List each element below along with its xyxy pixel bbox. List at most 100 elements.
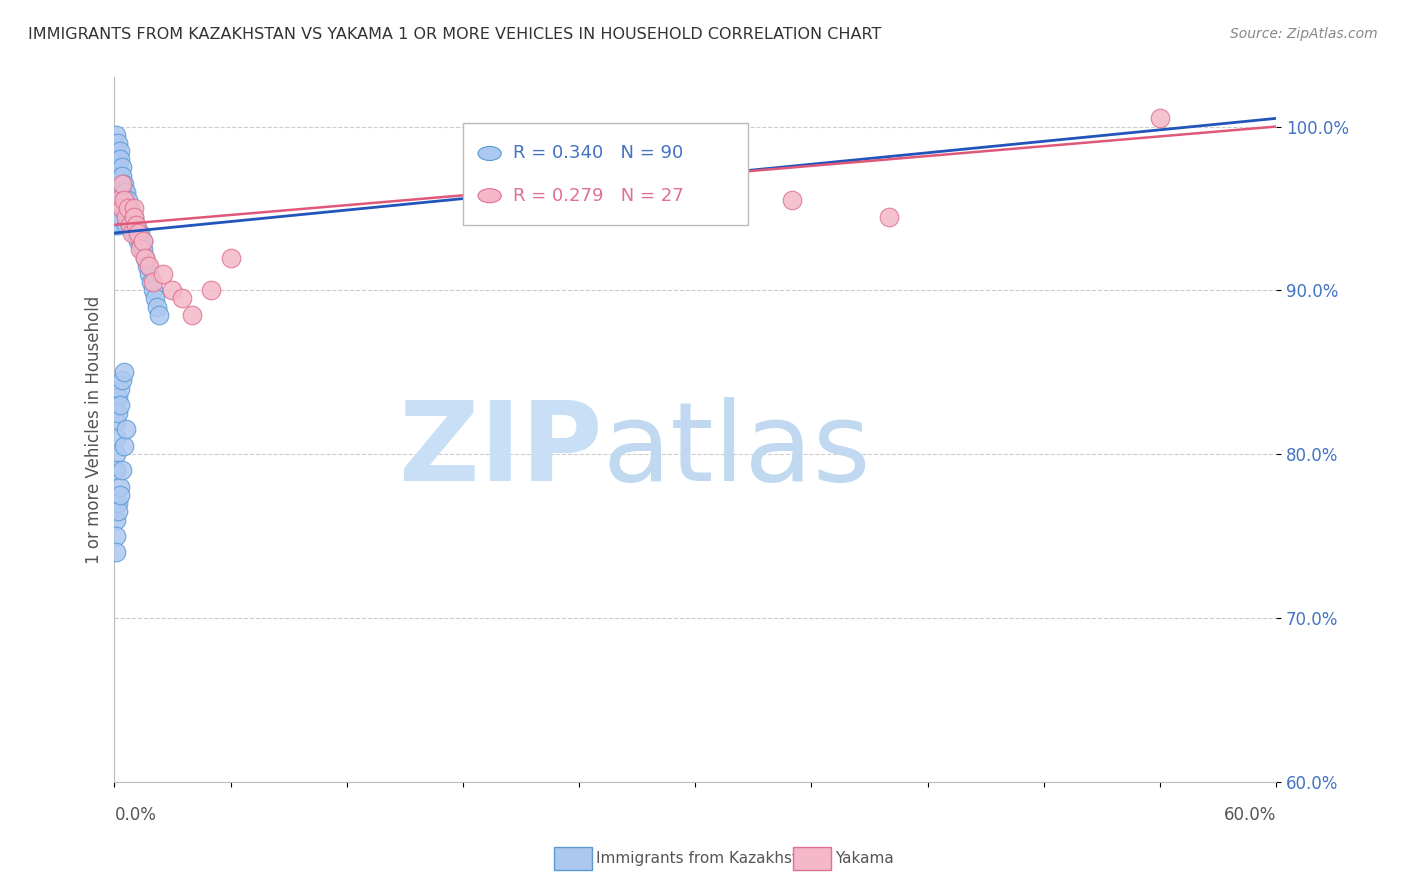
Point [117,202,139,216]
Text: atlas: atlas [602,397,870,504]
Point [112,365,135,379]
Point [115,210,138,224]
Point [118,202,141,216]
Point [105,202,128,216]
Circle shape [478,189,502,202]
Point [111,185,134,199]
Point [105,144,128,158]
Point [112,185,135,199]
Point [780,193,803,207]
Point [112,177,135,191]
Point [122,226,145,240]
Point [107,185,129,199]
Point [110,169,132,183]
Point [127,234,149,248]
Point [1149,112,1171,126]
Text: IMMIGRANTS FROM KAZAKHSTAN VS YAKAMA 1 OR MORE VEHICLES IN HOUSEHOLD CORRELATION: IMMIGRANTS FROM KAZAKHSTAN VS YAKAMA 1 O… [28,27,882,42]
Point [107,406,129,420]
Point [105,128,128,142]
Point [125,218,148,232]
Point [112,439,135,453]
Point [111,202,134,216]
Point [111,161,134,175]
Circle shape [478,146,502,161]
Point [105,463,128,477]
Point [107,177,129,191]
Point [111,373,134,387]
Point [128,243,150,257]
Point [117,193,139,207]
Point [200,283,222,297]
Point [128,234,150,248]
Point [107,169,129,183]
Point [127,226,149,240]
Point [115,185,138,199]
Point [122,210,145,224]
Point [105,447,128,461]
Point [111,202,134,216]
Point [110,153,132,167]
Point [105,529,128,543]
Text: Source: ZipAtlas.com: Source: ZipAtlas.com [1230,27,1378,41]
Text: 0.0%: 0.0% [114,806,156,824]
Point [110,210,132,224]
Point [121,226,143,240]
Point [105,218,128,232]
Point [152,267,174,281]
Point [107,202,129,216]
Point [115,202,138,216]
Point [107,193,129,207]
Point [111,177,134,191]
Text: R = 0.340   N = 90: R = 0.340 N = 90 [513,145,683,162]
Point [107,504,129,518]
Point [112,193,135,207]
FancyBboxPatch shape [463,123,748,226]
Point [111,463,134,477]
Point [118,218,141,232]
Point [122,210,145,224]
Point [118,218,141,232]
Point [107,218,129,232]
Point [141,275,163,289]
Point [110,382,132,396]
Point [131,243,153,257]
Point [115,193,138,207]
Text: Yakama: Yakama [835,851,894,865]
Point [172,292,194,306]
Point [111,193,134,207]
Point [683,177,706,191]
Point [142,275,165,289]
Text: R = 0.279   N = 27: R = 0.279 N = 27 [513,186,683,205]
Point [112,193,135,207]
Point [107,193,129,207]
Point [132,243,155,257]
Point [138,259,160,273]
Point [132,234,155,248]
Point [107,390,129,404]
Point [125,218,148,232]
Point [142,283,165,297]
Point [115,422,138,436]
Point [105,185,128,199]
Point [127,226,149,240]
Text: ZIP: ZIP [399,397,602,504]
Point [111,169,134,183]
Point [105,545,128,559]
Point [128,226,150,240]
Point [877,210,900,224]
Point [121,210,143,224]
Point [125,226,148,240]
Point [105,161,128,175]
Point [110,144,132,158]
Point [148,308,170,322]
Point [107,210,129,224]
Text: Immigrants from Kazakhstan: Immigrants from Kazakhstan [596,851,817,865]
Point [162,283,184,297]
Point [105,431,128,445]
Point [115,218,138,232]
Point [110,185,132,199]
Y-axis label: 1 or more Vehicles in Household: 1 or more Vehicles in Household [86,295,103,564]
Point [105,210,128,224]
Point [105,414,128,428]
Point [117,210,139,224]
